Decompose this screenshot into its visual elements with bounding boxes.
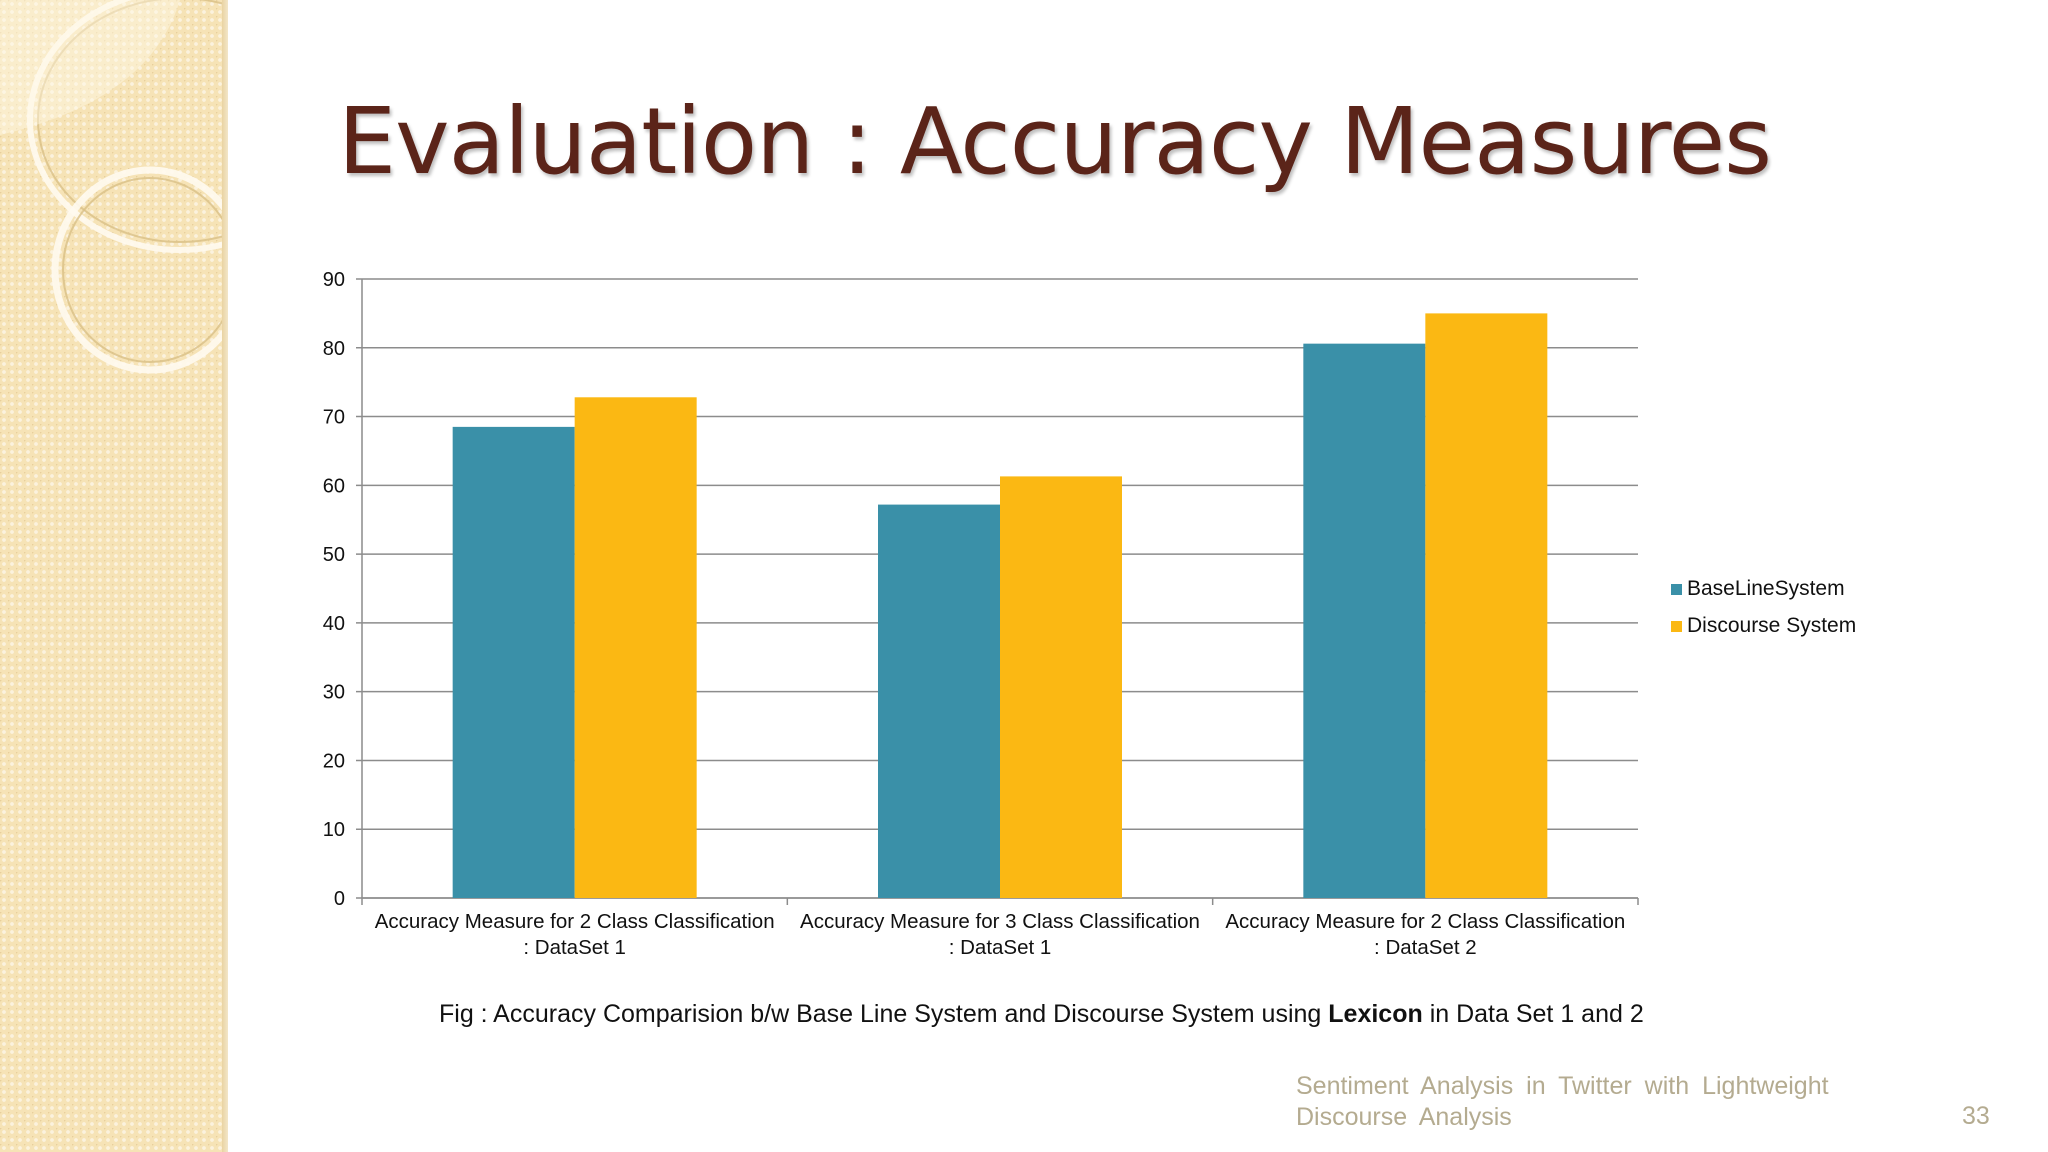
- bar-baseline: [878, 504, 1000, 898]
- y-tick-label: 10: [323, 819, 345, 841]
- bar-discourse: [1425, 313, 1548, 898]
- decorative-rings-icon: [0, 0, 228, 374]
- y-tick-label: 80: [323, 338, 345, 360]
- bar-baseline: [1303, 343, 1426, 898]
- legend-label: Discourse System: [1687, 614, 1856, 637]
- x-category-label: Accuracy Measure for 3 Class Classificat…: [800, 910, 1200, 933]
- slide-title: Evaluation : Accuracy Measures: [338, 88, 1772, 195]
- y-tick-label: 30: [323, 682, 345, 704]
- footer-text: Sentiment Analysis in Twitter with Light…: [1296, 1071, 1856, 1133]
- x-category-label: : DataSet 1: [523, 936, 626, 959]
- footer-line-2: Discourse Analysis: [1296, 1103, 1512, 1131]
- caption-bold: Lexicon: [1328, 1000, 1423, 1028]
- y-tick-label: 60: [323, 475, 345, 497]
- y-tick-label: 40: [323, 613, 345, 635]
- x-category-label: : DataSet 1: [949, 936, 1052, 959]
- decorative-side-panel: [0, 0, 228, 1152]
- x-category-label: Accuracy Measure for 2 Class Classificat…: [375, 910, 775, 933]
- bar-baseline: [452, 426, 575, 898]
- legend-label: BaseLineSystem: [1687, 577, 1845, 600]
- legend-swatch: [1671, 584, 1682, 595]
- x-category-label: Accuracy Measure for 2 Class Classificat…: [1225, 910, 1625, 933]
- footer-line-1: Sentiment Analysis in Twitter with Light…: [1296, 1072, 1829, 1100]
- legend-swatch: [1671, 621, 1682, 632]
- y-tick-label: 70: [323, 407, 345, 429]
- x-category-label: : DataSet 2: [1374, 936, 1477, 959]
- page-number: 33: [1962, 1102, 1990, 1130]
- y-tick-label: 50: [323, 544, 345, 566]
- y-tick-label: 90: [323, 269, 345, 291]
- side-panel-edge: [222, 0, 228, 1152]
- y-tick-label: 0: [334, 888, 345, 910]
- bar-discourse: [574, 397, 697, 898]
- bar-discourse: [1000, 476, 1122, 898]
- caption-prefix: Fig : Accuracy Comparision b/w Base Line…: [439, 1000, 1329, 1028]
- y-tick-label: 20: [323, 750, 345, 772]
- caption-suffix: in Data Set 1 and 2: [1422, 1000, 1644, 1028]
